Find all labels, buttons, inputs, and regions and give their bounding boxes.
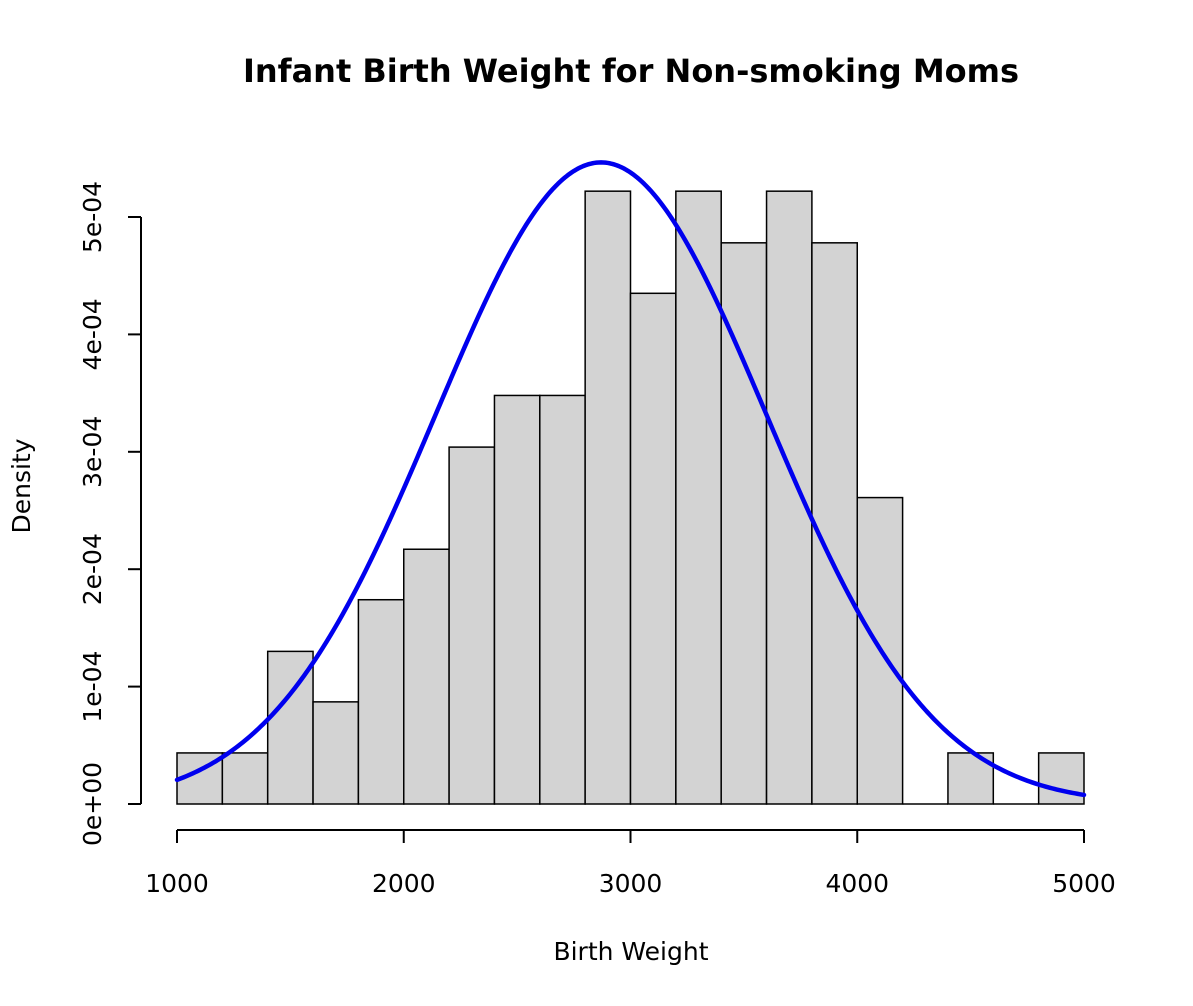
y-tick-label: 4e-04 [78,298,107,370]
histogram-bar [629,292,677,805]
histogram-bar [765,190,813,805]
histogram-bar [1037,752,1085,805]
histogram-bar [675,190,722,805]
x-axis: 1000 2000 3000 4000 5000 [145,829,1116,898]
histogram-bar [720,242,768,805]
x-tick-label: 1000 [145,869,209,898]
x-tick-label: 2000 [372,869,436,898]
y-tick-label: 5e-04 [78,181,107,253]
histogram-bar [539,394,586,805]
histogram-bar [403,548,450,805]
y-axis-label: Density [7,438,36,533]
x-tick-label: 3000 [599,869,663,898]
histogram-bar [357,598,405,805]
chart-title: Infant Birth Weight for Non-smoking Moms [243,52,1019,90]
histogram-bar [448,446,496,805]
histogram-bar [584,190,632,805]
histogram-bar [312,701,360,805]
y-axis: 0e+00 1e-04 2e-04 3e-04 4e-04 5e-04 [78,181,142,846]
histogram-bar [493,394,541,805]
x-tick-label: 4000 [825,869,889,898]
y-tick-label: 2e-04 [78,533,107,605]
normal-density-curve [174,160,1087,798]
y-tick-label: 1e-04 [78,651,107,723]
y-tick-label: 3e-04 [78,416,107,488]
x-tick-label: 5000 [1052,869,1116,898]
histogram-bar [811,242,859,805]
y-tick-label: 0e+00 [78,762,107,846]
x-axis-label: Birth Weight [553,937,708,966]
histogram-bar [221,752,269,805]
histogram-bars [176,190,1085,805]
